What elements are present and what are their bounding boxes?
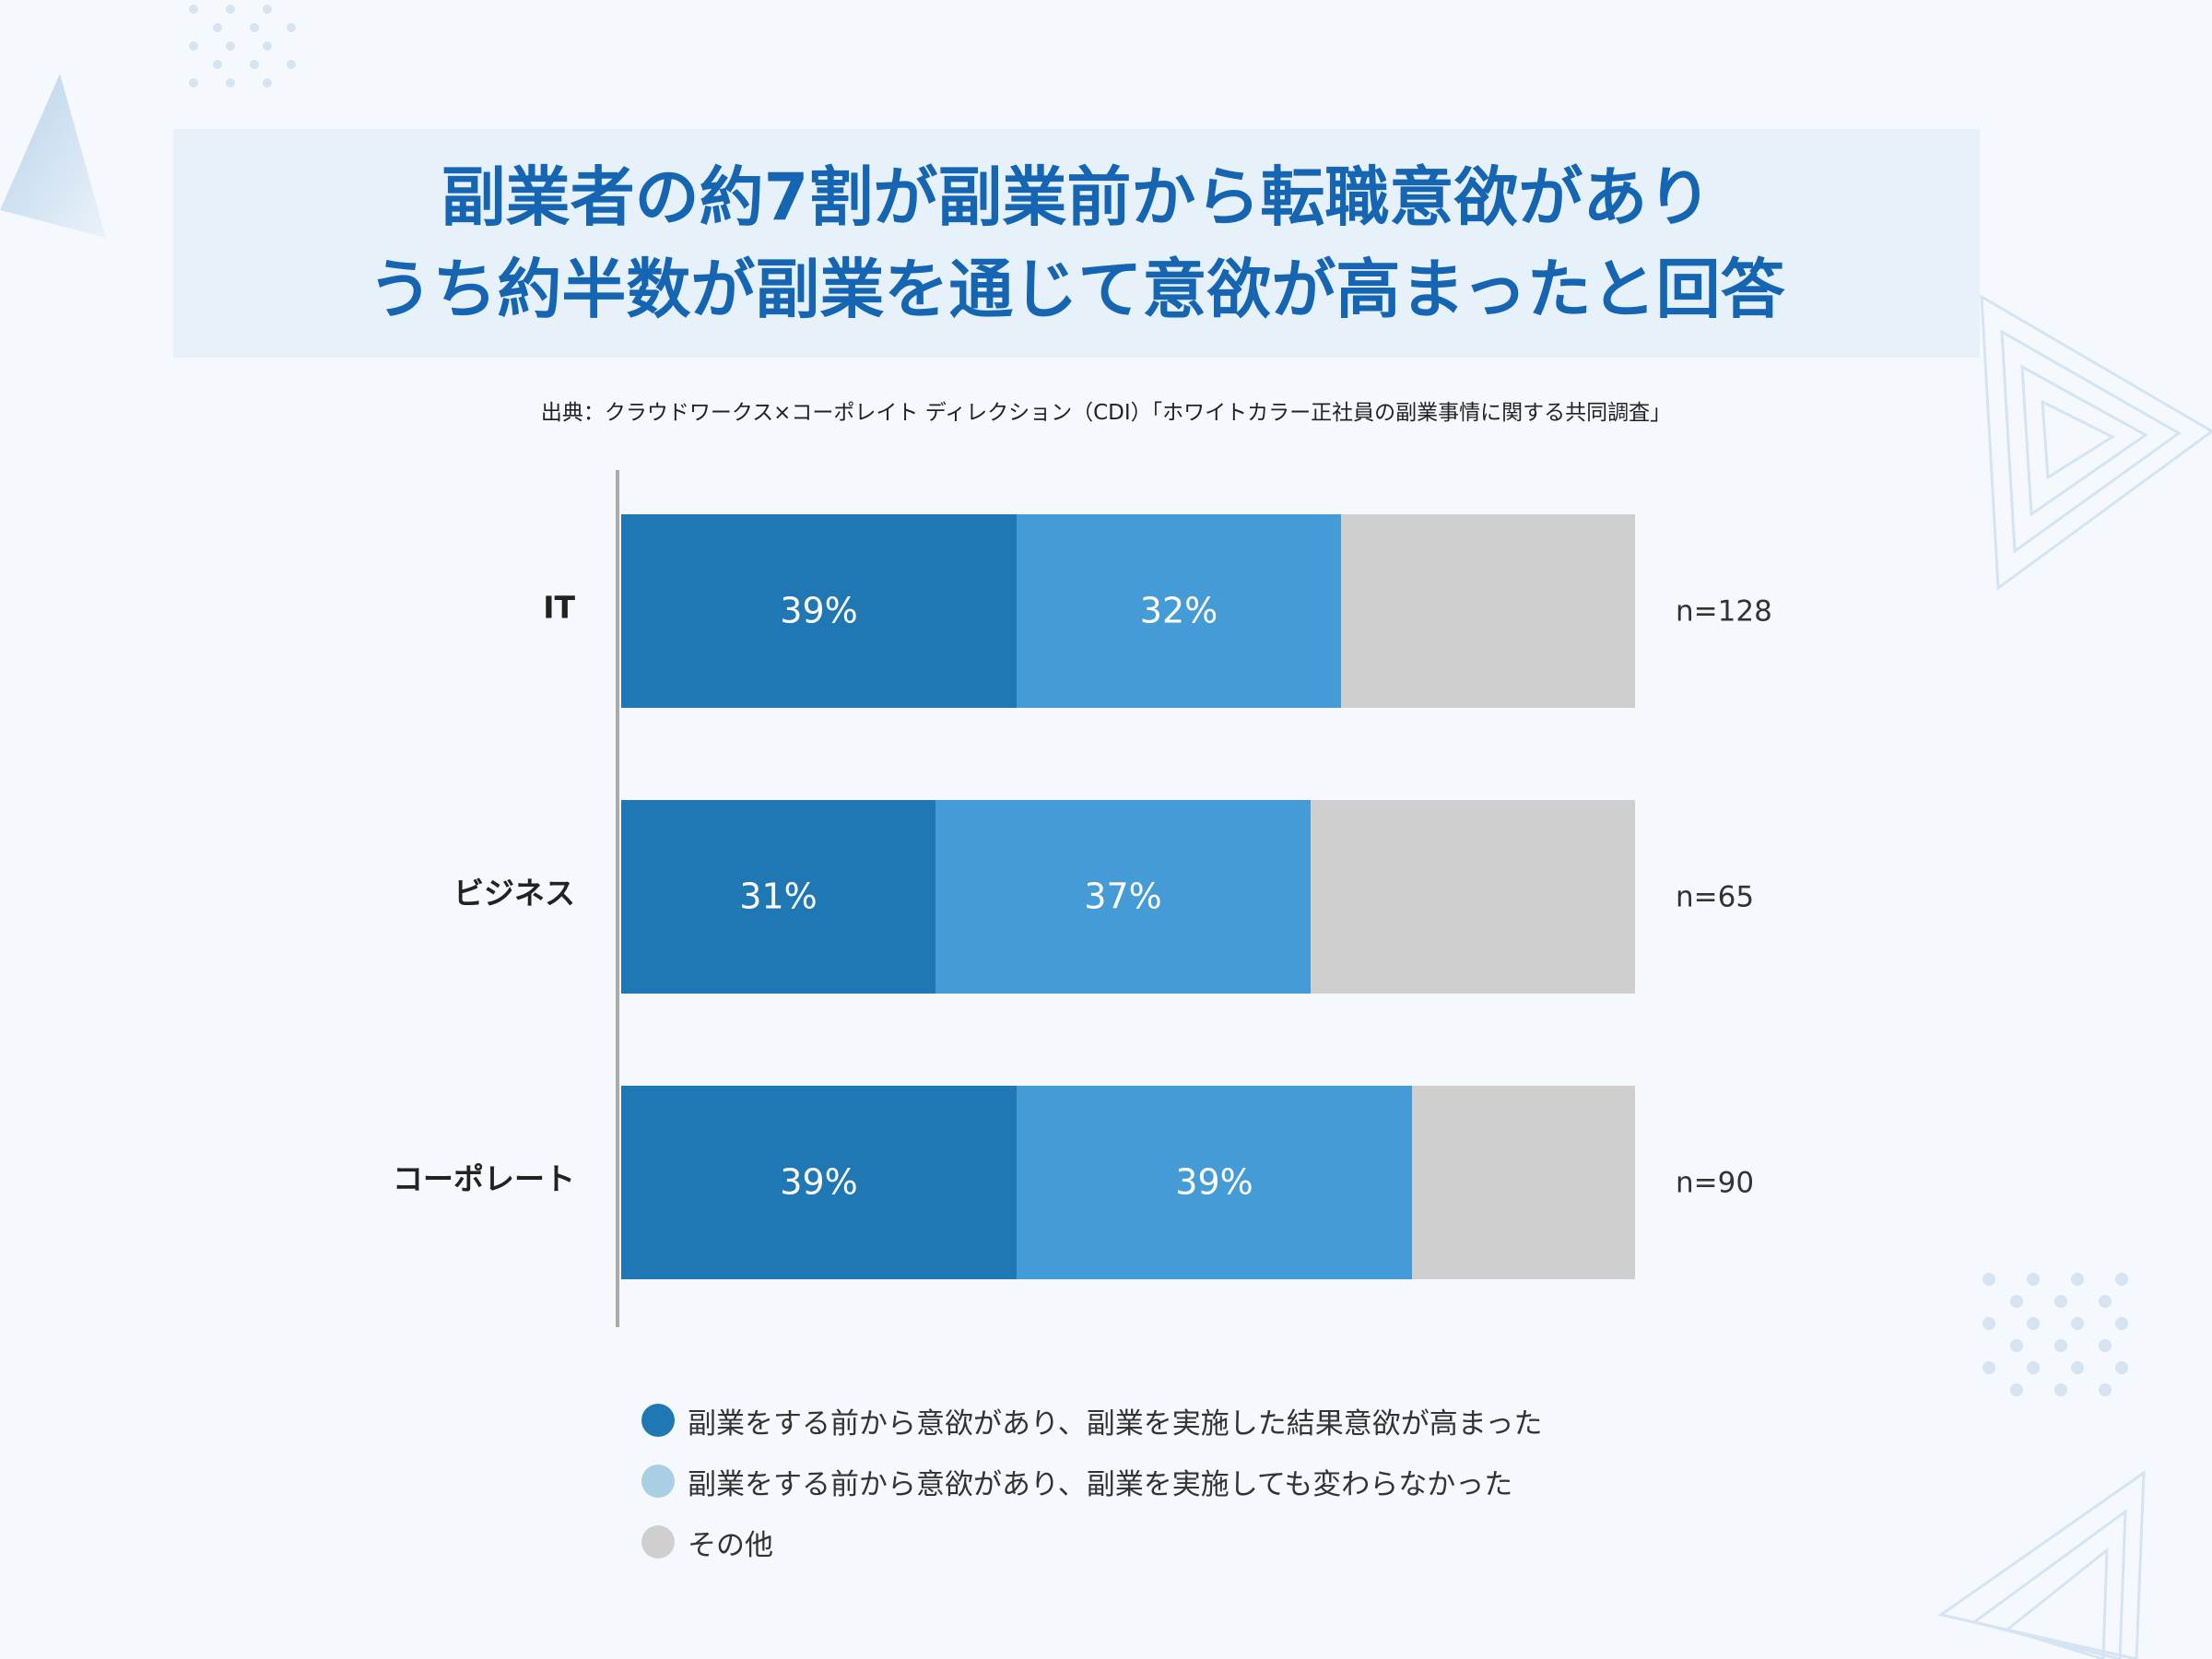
data-label: 39% [780,591,857,631]
decor-dot [1983,1317,1995,1330]
source-caption: 出典：クラウドワークス×コーポレイト ディレクション（CDI）「ホワイトカラー正… [540,401,1672,425]
decor-triangle-solid [0,74,106,238]
bar-segment [621,1086,1017,1279]
data-label: 39% [1175,1162,1253,1203]
legend-item-1: 副業をする前から意欲があり、副業を実施した結果意欲が高まった [641,1390,1543,1451]
decor-dot [2010,1383,2023,1396]
decor-dot [2027,1361,2040,1374]
decor-dot [189,41,198,51]
legend-label-3: その他 [688,1528,773,1562]
legend-label-1: 副業をする前から意欲があり、副業を実施した結果意欲が高まった [688,1406,1543,1441]
decor-dot [2027,1273,2040,1286]
bar-segment [935,800,1311,994]
bar-segment [621,514,1017,708]
decor-dot [2027,1317,2040,1330]
decor-dot [189,78,198,88]
sample-size-label: n=90 [1676,1167,1754,1200]
decor-dot [2099,1339,2112,1352]
decor-dot [2115,1317,2128,1330]
title-line-1: 副業者の約7割が副業前から転職意欲があり [441,159,1712,235]
decor-dot [2010,1295,2023,1308]
data-label: 37% [1084,877,1161,917]
decor-dot [2010,1339,2023,1352]
decor-dot [263,5,272,14]
decor-dot [250,60,259,69]
decor-dot [1983,1361,1995,1374]
sample-size-label: n=128 [1676,595,1772,629]
decor-dot [287,23,296,32]
legend-dot-3 [641,1525,675,1559]
decor-dot [226,78,235,88]
legend-dot-1 [641,1404,675,1437]
decor-dot [2054,1383,2067,1396]
decor-nested-triangles-right [1980,294,2212,591]
legend-item-3: その他 [641,1512,1543,1572]
decor-nested-triangles-bottom [1937,1470,2146,1659]
decor-dot [1983,1273,1995,1286]
bar-segment [1412,1086,1635,1279]
decor-dot [2071,1317,2084,1330]
decor-dot [287,60,296,69]
data-label: 32% [1140,591,1218,631]
bar-segment [1311,800,1635,994]
decor-dot [2054,1339,2067,1352]
decor-dot [189,5,198,14]
decor-dot [2071,1273,2084,1286]
bar-segment [621,800,935,994]
bar-segment [1341,514,1635,708]
decor-dot [226,41,235,51]
category-label: コーポレート [393,1161,575,1197]
decor-dot [263,78,272,88]
sample-size-label: n=65 [1676,881,1754,914]
decor-dots-top [189,5,296,88]
decor-dots-bottom [1983,1273,2128,1396]
decor-dot [2099,1383,2112,1396]
decor-dot [2071,1361,2084,1374]
title-line-2: うち約半数が副業を通じて意欲が高まったと回答 [368,252,1785,327]
decor-dot [213,23,222,32]
decor-dot [250,23,259,32]
decor-dot [2115,1361,2128,1374]
category-label: IT [543,590,575,626]
legend-label-2: 副業をする前から意欲があり、副業を実施しても変わらなかった [688,1467,1513,1501]
bar-segment [1017,1086,1412,1279]
data-label: 31% [739,877,817,917]
decor-dot [226,5,235,14]
decor-dot [2099,1295,2112,1308]
legend-dot-2 [641,1465,675,1498]
decor-dot [2054,1295,2067,1308]
chart-legend: 副業をする前から意欲があり、副業を実施した結果意欲が高まった 副業をする前から意… [641,1390,1543,1572]
decor-dot [213,60,222,69]
title-banner: 副業者の約7割が副業前から転職意欲があり うち約半数が副業を通じて意欲が高まった… [173,129,1980,358]
bar-segment [1017,514,1341,708]
decor-dot [263,41,272,51]
data-label: 39% [780,1162,857,1203]
category-label: ビジネス [453,876,575,912]
decor-dot [2115,1273,2128,1286]
legend-item-2: 副業をする前から意欲があり、副業を実施しても変わらなかった [641,1451,1543,1512]
